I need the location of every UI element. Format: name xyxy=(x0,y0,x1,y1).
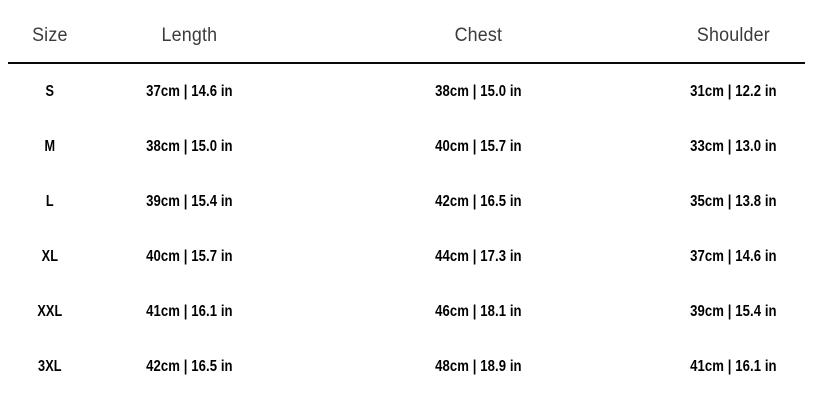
cell-size: M xyxy=(44,137,56,155)
cell-shoulder: 39cm | 15.4 in xyxy=(690,302,777,320)
cell-shoulder: 37cm | 14.6 in xyxy=(690,247,777,265)
table-row: S 37cm | 14.6 in 38cm | 15.0 in 31cm | 1… xyxy=(0,64,814,119)
cell-length: 40cm | 15.7 in xyxy=(145,247,233,265)
cell-length: 41cm | 16.1 in xyxy=(145,302,233,320)
cell-shoulder: 41cm | 16.1 in xyxy=(690,357,777,375)
table-body: S 37cm | 14.6 in 38cm | 15.0 in 31cm | 1… xyxy=(0,64,814,394)
cell-size: L xyxy=(45,192,54,210)
cell-size: XXL xyxy=(37,302,63,320)
table-row: M 38cm | 15.0 in 40cm | 15.7 in 33cm | 1… xyxy=(0,119,814,174)
column-header-shoulder: Shoulder xyxy=(697,24,771,46)
cell-length: 38cm | 15.0 in xyxy=(145,137,233,155)
column-header-size: Size xyxy=(32,24,68,46)
cell-shoulder: 35cm | 13.8 in xyxy=(690,192,777,210)
cell-size: XL xyxy=(41,247,59,265)
column-header-chest: Chest xyxy=(455,24,503,46)
cell-length: 39cm | 15.4 in xyxy=(145,192,233,210)
table-row: L 39cm | 15.4 in 42cm | 16.5 in 35cm | 1… xyxy=(0,174,814,229)
cell-shoulder: 31cm | 12.2 in xyxy=(690,82,777,100)
cell-length: 37cm | 14.6 in xyxy=(145,82,233,100)
table-row: XXL 41cm | 16.1 in 46cm | 18.1 in 39cm |… xyxy=(0,284,814,339)
column-header-length: Length xyxy=(161,24,217,46)
header-divider xyxy=(8,62,805,64)
cell-chest: 44cm | 17.3 in xyxy=(435,247,523,265)
cell-chest: 40cm | 15.7 in xyxy=(435,137,523,155)
cell-chest: 42cm | 16.5 in xyxy=(435,192,523,210)
cell-shoulder: 33cm | 13.0 in xyxy=(690,137,777,155)
cell-chest: 46cm | 18.1 in xyxy=(435,302,523,320)
cell-chest: 38cm | 15.0 in xyxy=(435,82,523,100)
cell-size: 3XL xyxy=(38,357,62,375)
cell-length: 42cm | 16.5 in xyxy=(145,357,233,375)
table-row: XL 40cm | 15.7 in 44cm | 17.3 in 37cm | … xyxy=(0,229,814,284)
cell-size: S xyxy=(45,82,55,100)
cell-chest: 48cm | 18.9 in xyxy=(435,357,523,375)
table-row: 3XL 42cm | 16.5 in 48cm | 18.9 in 41cm |… xyxy=(0,339,814,394)
table-header-row: Size Length Chest Shoulder xyxy=(0,18,814,52)
